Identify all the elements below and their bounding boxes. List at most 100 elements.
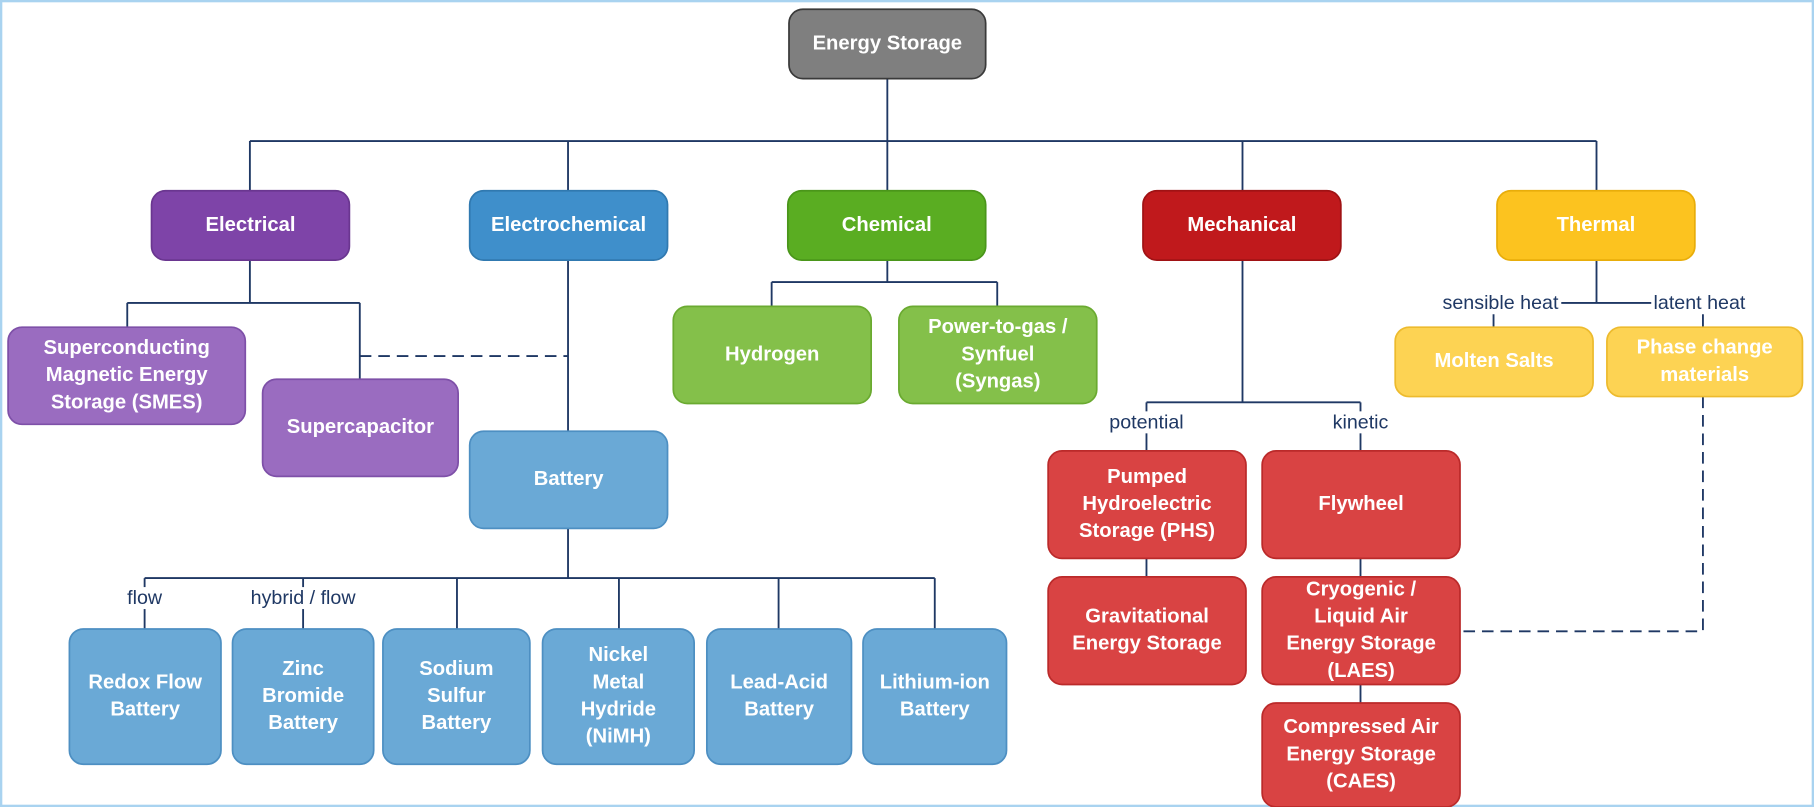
node: Electrical (150, 189, 351, 262)
connector (126, 260, 361, 380)
node: Cryogenic / Liquid Air Energy Storage (LAES… (1261, 576, 1461, 686)
node-box (1496, 189, 1696, 262)
node-box (1261, 576, 1461, 686)
node-label: Zinc (282, 658, 324, 680)
node: Molten Salts (1394, 326, 1594, 398)
node-label: Hydrogen (725, 343, 819, 365)
node-box (7, 326, 247, 426)
connector (770, 260, 999, 307)
node-box (672, 305, 873, 405)
edge-label-bg (124, 587, 166, 610)
node-box (898, 305, 1098, 405)
edge-label-text: flow (127, 587, 163, 609)
node-label: Hydride (581, 699, 656, 721)
node-label: Energy Storage (1286, 743, 1436, 765)
node: Nickel Metal Hydride (NiMH) (541, 628, 696, 766)
dashed-connector (1459, 396, 1704, 633)
edge-label-text: potential (1109, 411, 1183, 433)
edge-label: potential (1106, 411, 1186, 434)
node-label: Superconducting (44, 337, 210, 359)
node-label: Lithium-ion (880, 671, 990, 693)
node-box (468, 189, 669, 262)
node-label: Storage (PHS) (1079, 520, 1215, 542)
edge-label: latent heat (1651, 292, 1749, 315)
node-label: (CAES) (1326, 770, 1396, 792)
node-label: Bromide (262, 685, 344, 707)
node-label: Electrochemical (491, 214, 646, 236)
node-label: Mechanical (1187, 214, 1296, 236)
node: Mechanical (1142, 189, 1342, 262)
node-label: Battery (422, 712, 492, 734)
node-label: Compressed Air (1283, 716, 1439, 738)
node-box (1606, 326, 1804, 398)
node-label: Chemical (842, 214, 932, 236)
node-label: Battery (900, 699, 970, 721)
node-label: Cryogenic / (1306, 578, 1417, 600)
node: Lithium-ion Battery (862, 628, 1008, 766)
edge-label-bg (1330, 411, 1391, 434)
node-box (1261, 450, 1461, 560)
node: Power-to-gas / Synfuel (Syngas) (898, 305, 1098, 405)
node-box (68, 628, 222, 766)
node: Energy Storage (788, 8, 987, 80)
node-box (1394, 326, 1594, 398)
node: Thermal (1496, 189, 1696, 262)
node: Phase change materials (1606, 326, 1804, 398)
edge-label-text: sensible heat (1443, 292, 1559, 314)
node-label: Pumped (1107, 466, 1187, 488)
node-label: Sodium (419, 658, 493, 680)
node-box (231, 628, 375, 766)
edge-label-text: latent heat (1654, 292, 1746, 314)
node-label: Metal (593, 671, 645, 693)
node-label: Supercapacitor (287, 416, 434, 438)
node: Supercapacitor (261, 378, 459, 478)
node-box (705, 628, 853, 766)
node-label: Synfuel (961, 343, 1034, 365)
edge-label-bg (248, 587, 359, 610)
node-label: Thermal (1557, 214, 1636, 236)
node-label: Sulfur (427, 685, 486, 707)
node: Lead-Acid Battery (705, 628, 853, 766)
node-label: Battery (268, 712, 338, 734)
node-label: Battery (534, 468, 604, 490)
node-box (788, 8, 987, 80)
node-box (1047, 450, 1247, 560)
node-label: Hydroelectric (1082, 493, 1211, 515)
node: Pumped Hydroelectric Storage (PHS) (1047, 450, 1247, 560)
node: Electrochemical (468, 189, 669, 262)
node-box (541, 628, 696, 766)
edge-label-bg (1651, 292, 1749, 315)
node-box (862, 628, 1008, 766)
node-box (150, 189, 351, 262)
node-label: Electrical (205, 214, 295, 236)
node-label: materials (1660, 364, 1749, 386)
connector (1492, 260, 1704, 328)
node-label: Battery (744, 699, 814, 721)
node-label: (LAES) (1327, 660, 1394, 682)
node: Hydrogen (672, 305, 873, 405)
edge-label: hybrid / flow (248, 587, 359, 610)
node-label: Molten Salts (1435, 350, 1554, 372)
node-label: Battery (110, 699, 180, 721)
node-label: Magnetic Energy (46, 364, 209, 386)
node: Gravitational Energy Storage (1047, 576, 1247, 686)
node-box (468, 430, 669, 530)
node-box (1261, 702, 1461, 807)
node: Zinc Bromide Battery (231, 628, 375, 766)
node: Chemical (786, 189, 987, 262)
node-label: (Syngas) (955, 370, 1040, 392)
node-label: Storage (SMES) (51, 391, 203, 413)
node-label: Energy Storage (1286, 633, 1436, 655)
edge-label-text: hybrid / flow (251, 587, 357, 609)
node-label: Power-to-gas / (928, 316, 1068, 338)
node: Compressed Air Energy Storage (CAES) (1261, 702, 1461, 807)
node-box (261, 378, 459, 478)
connector (248, 78, 1598, 191)
edge-label: kinetic (1330, 411, 1391, 434)
node: Sodium Sulfur Battery (382, 628, 531, 766)
node-box (1142, 189, 1342, 262)
edge-label: sensible heat (1440, 292, 1562, 315)
edge-label-bg (1440, 292, 1562, 315)
node-label: Lead-Acid (730, 671, 828, 693)
node: Battery (468, 430, 669, 530)
